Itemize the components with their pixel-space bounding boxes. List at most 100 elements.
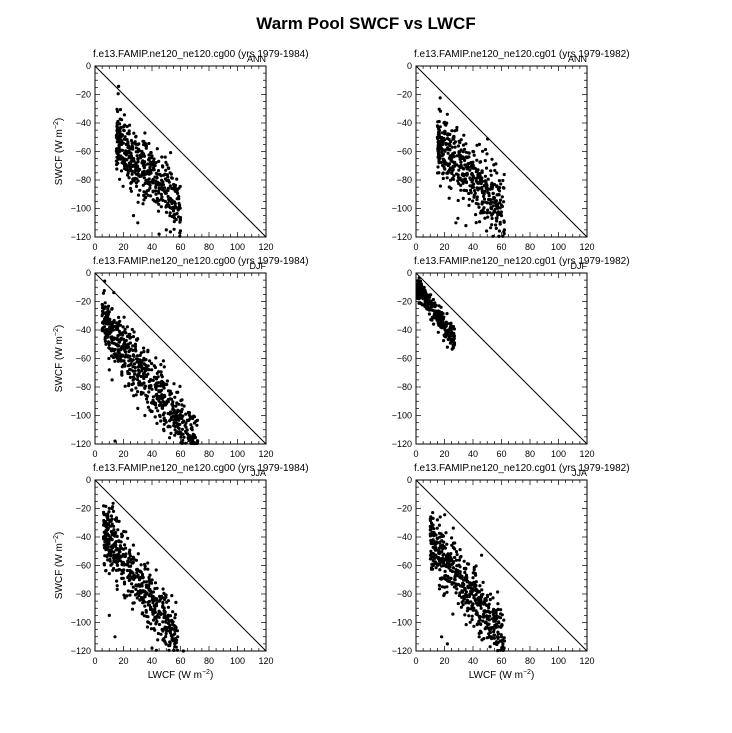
data-point: [141, 139, 145, 143]
data-point: [141, 170, 145, 174]
data-point: [142, 176, 146, 180]
data-point: [132, 330, 136, 334]
data-point: [492, 633, 496, 637]
data-point: [437, 119, 441, 124]
data-point: [124, 530, 128, 534]
data-point: [435, 518, 439, 522]
data-point: [103, 301, 107, 305]
data-point: [438, 535, 442, 539]
data-point: [179, 435, 183, 439]
data-point: [111, 501, 115, 505]
data-point: [435, 540, 439, 544]
data-point: [160, 195, 164, 199]
data-point: [109, 514, 113, 518]
data-point: [502, 232, 506, 236]
data-point: [495, 171, 499, 175]
data-point: [107, 343, 111, 347]
data-point: [173, 202, 177, 206]
data-point: [447, 156, 451, 160]
data-point: [112, 336, 116, 340]
data-point: [497, 179, 501, 183]
data-point: [485, 625, 489, 629]
data-point: [154, 161, 158, 165]
data-point: [112, 531, 116, 535]
data-point: [112, 528, 116, 532]
data-point: [440, 142, 445, 147]
data-point: [133, 372, 137, 376]
data-point: [136, 368, 141, 372]
data-point: [497, 234, 501, 238]
data-point: [445, 112, 449, 116]
data-point: [110, 533, 114, 537]
data-point: [481, 580, 485, 585]
data-point: [101, 291, 105, 295]
data-point: [478, 584, 482, 588]
data-point: [115, 587, 119, 592]
data-point: [165, 629, 169, 633]
data-point: [459, 160, 463, 164]
data-point: [491, 204, 495, 208]
data-point: [118, 129, 122, 134]
data-point: [126, 536, 130, 540]
x-tick-label: 0: [92, 656, 97, 666]
data-point: [134, 558, 138, 562]
data-point: [467, 151, 471, 155]
data-point: [491, 596, 495, 600]
data-point: [155, 196, 159, 200]
data-point: [445, 556, 449, 560]
data-point: [172, 382, 176, 386]
data-point: [173, 616, 177, 620]
x-tick-label: 60: [175, 242, 185, 252]
data-point: [192, 421, 197, 425]
data-point: [431, 516, 435, 521]
data-point: [164, 420, 168, 424]
data-point: [145, 585, 149, 589]
data-point: [167, 198, 171, 202]
data-point: [428, 557, 432, 561]
data-point: [440, 154, 444, 158]
data-point: [453, 578, 457, 582]
data-point: [494, 199, 498, 203]
data-point: [106, 322, 110, 326]
data-point: [471, 606, 475, 611]
data-point: [461, 181, 465, 185]
data-point: [177, 194, 181, 199]
data-point: [187, 439, 191, 443]
data-point: [196, 439, 200, 443]
data-point: [125, 325, 129, 329]
data-point: [137, 373, 141, 377]
data-point: [153, 365, 157, 370]
data-point: [123, 596, 127, 600]
data-point: [436, 165, 440, 169]
data-point: [442, 339, 446, 343]
data-point: [461, 590, 465, 594]
data-point: [127, 176, 131, 180]
data-point: [117, 354, 122, 359]
data-point: [190, 415, 194, 419]
data-point: [498, 220, 502, 224]
y-tick-label: −100: [71, 618, 91, 628]
data-point: [494, 608, 499, 613]
data-point: [115, 356, 119, 360]
data-point: [469, 188, 473, 192]
data-point: [434, 312, 438, 317]
data-point: [501, 642, 505, 646]
data-point: [469, 191, 473, 195]
data-point: [492, 630, 496, 634]
data-point: [488, 592, 493, 596]
data-point: [143, 413, 147, 418]
data-point: [142, 190, 146, 194]
data-point: [495, 211, 500, 215]
data-point: [173, 216, 177, 220]
data-point: [166, 188, 170, 193]
data-point: [147, 158, 151, 162]
data-point: [141, 202, 145, 206]
data-point: [106, 307, 110, 311]
data-point: [133, 344, 138, 349]
data-point: [109, 327, 113, 331]
data-point: [115, 546, 119, 551]
data-point: [136, 573, 140, 578]
data-point: [451, 345, 455, 349]
x-tick-label: 80: [525, 242, 535, 252]
